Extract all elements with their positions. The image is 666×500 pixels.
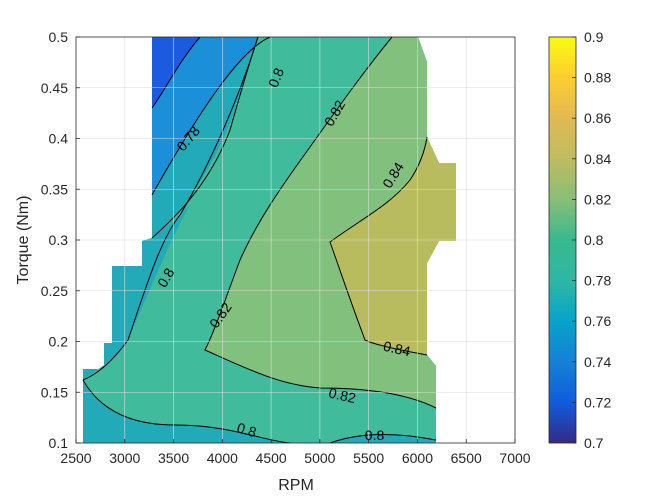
x-tick-label: 5500 [353, 450, 384, 466]
colorbar-tick-label: 0.78 [584, 273, 611, 289]
region-0.74 [146, 37, 200, 108]
colorbar-ticks: 0.7 0.72 0.74 0.76 0.78 0.8 0.82 0.84 0.86 0.88 0.… [572, 29, 611, 451]
y-tick-label: 0.3 [49, 232, 69, 248]
contour-label-text: 0.82 [327, 384, 357, 406]
y-tick-label: 0.35 [41, 181, 68, 197]
colorbar-tick-label: 0.74 [584, 354, 611, 370]
x-tick-label: 6500 [451, 450, 482, 466]
x-axis-label: RPM [278, 477, 314, 494]
x-tick-label: 3500 [158, 450, 189, 466]
contour-label-text: 0.8 [265, 65, 287, 89]
contour-label: 0.84 [382, 338, 412, 360]
y-tick-label: 0.2 [49, 334, 69, 350]
region-0.84 [330, 137, 456, 355]
contour-line-0.84 [329, 136, 428, 356]
x-tick-label: 6000 [402, 450, 433, 466]
colorbar-tick-label: 0.76 [584, 313, 611, 329]
y-ticks: 0.1 0.15 0.2 0.25 0.3 0.35 0.4 0.45 0.5 [41, 29, 80, 451]
region-0.78-lower [83, 380, 290, 443]
contour-label-text: 0.8 [365, 427, 385, 443]
contour-label-text: 0.8 [235, 419, 258, 440]
x-tick-label: 7000 [499, 450, 530, 466]
x-tick-label: 2500 [60, 450, 91, 466]
colorbar-tick-label: 0.88 [584, 70, 611, 86]
colorbar-tick-label: 0.8 [584, 232, 604, 248]
contour-line-0.8-left [82, 37, 259, 381]
y-tick-label: 0.5 [49, 29, 69, 45]
contour-label: 0.8 [365, 427, 385, 443]
colorbar [548, 36, 577, 444]
colorbar-tick-label: 0.84 [584, 151, 611, 167]
colorbar-tick-label: 0.72 [584, 394, 611, 410]
region-0.76 [146, 37, 270, 195]
y-tick-label: 0.25 [41, 283, 68, 299]
y-tick-label: 0.15 [41, 384, 68, 400]
contour-line-0.8-bottom-right [329, 433, 437, 443]
contour-label: 0.8 [265, 65, 287, 89]
y-tick-label: 0.4 [49, 131, 69, 147]
contour-label-text: 0.84 [382, 338, 412, 360]
y-tick-label: 0.1 [49, 435, 69, 451]
contour-label: 0.82 [327, 384, 357, 406]
x-ticks: 2500 3000 3500 4000 4500 5000 5500 6000 6500 7000 [60, 439, 531, 466]
contour-lines [82, 37, 437, 443]
x-tick-label: 3000 [109, 450, 140, 466]
colorbar-tick-label: 0.7 [584, 435, 604, 451]
colorbar-tick-label: 0.9 [584, 29, 604, 45]
colorbar-tick-label: 0.86 [584, 110, 611, 126]
x-tick-label: 5000 [304, 450, 335, 466]
colorbar-tick-label: 0.82 [584, 191, 611, 207]
contour-line-0.8-bottom [82, 379, 291, 443]
contour-label: 0.8 [235, 419, 258, 440]
region-0.78-left [83, 205, 190, 380]
x-tick-label: 4500 [256, 450, 287, 466]
contour-line-0.76 [151, 37, 271, 196]
x-tick-label: 4000 [207, 450, 238, 466]
y-axis-label: Torque (Nm) [15, 196, 32, 285]
y-tick-label: 0.45 [41, 80, 68, 96]
grid-lines [76, 37, 515, 443]
